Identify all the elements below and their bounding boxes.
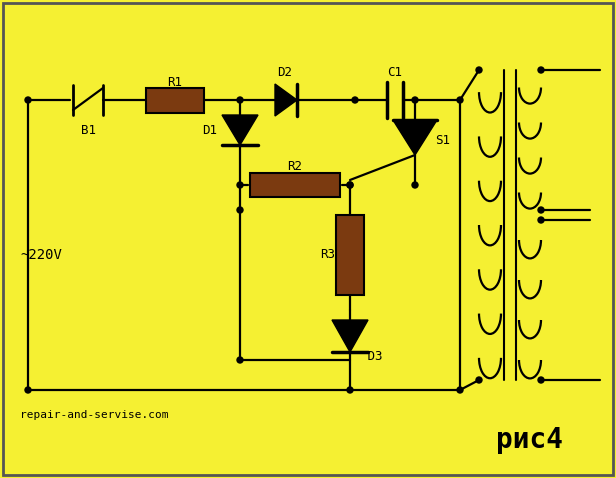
Circle shape	[457, 97, 463, 103]
Text: ~220V: ~220V	[20, 248, 62, 262]
Text: C1: C1	[387, 65, 402, 78]
Circle shape	[237, 182, 243, 188]
Circle shape	[352, 97, 358, 103]
Text: 'D3: 'D3	[361, 350, 383, 363]
Circle shape	[457, 387, 463, 393]
Circle shape	[476, 377, 482, 383]
Circle shape	[347, 387, 353, 393]
Circle shape	[538, 207, 544, 213]
Polygon shape	[275, 84, 297, 116]
Circle shape	[237, 357, 243, 363]
Polygon shape	[332, 320, 368, 352]
Polygon shape	[393, 120, 437, 155]
Text: рис4: рис4	[496, 426, 564, 454]
Circle shape	[412, 182, 418, 188]
Circle shape	[538, 217, 544, 223]
Text: R2: R2	[288, 161, 302, 174]
Circle shape	[538, 67, 544, 73]
Circle shape	[347, 182, 353, 188]
Text: R1: R1	[168, 76, 182, 88]
Circle shape	[237, 97, 243, 103]
Text: S1: S1	[436, 133, 450, 146]
Circle shape	[476, 67, 482, 73]
Polygon shape	[222, 115, 258, 145]
Text: D2: D2	[277, 65, 293, 78]
Circle shape	[237, 207, 243, 213]
Text: D1: D1	[203, 123, 217, 137]
Bar	[336, 215, 364, 295]
Circle shape	[347, 182, 353, 188]
Text: repair-and-servise.com: repair-and-servise.com	[20, 410, 169, 420]
Bar	[146, 87, 204, 112]
Text: B1: B1	[81, 123, 95, 137]
Text: R3: R3	[320, 249, 336, 261]
Circle shape	[25, 97, 31, 103]
Circle shape	[538, 377, 544, 383]
Bar	[250, 173, 340, 197]
Circle shape	[25, 387, 31, 393]
Circle shape	[412, 97, 418, 103]
